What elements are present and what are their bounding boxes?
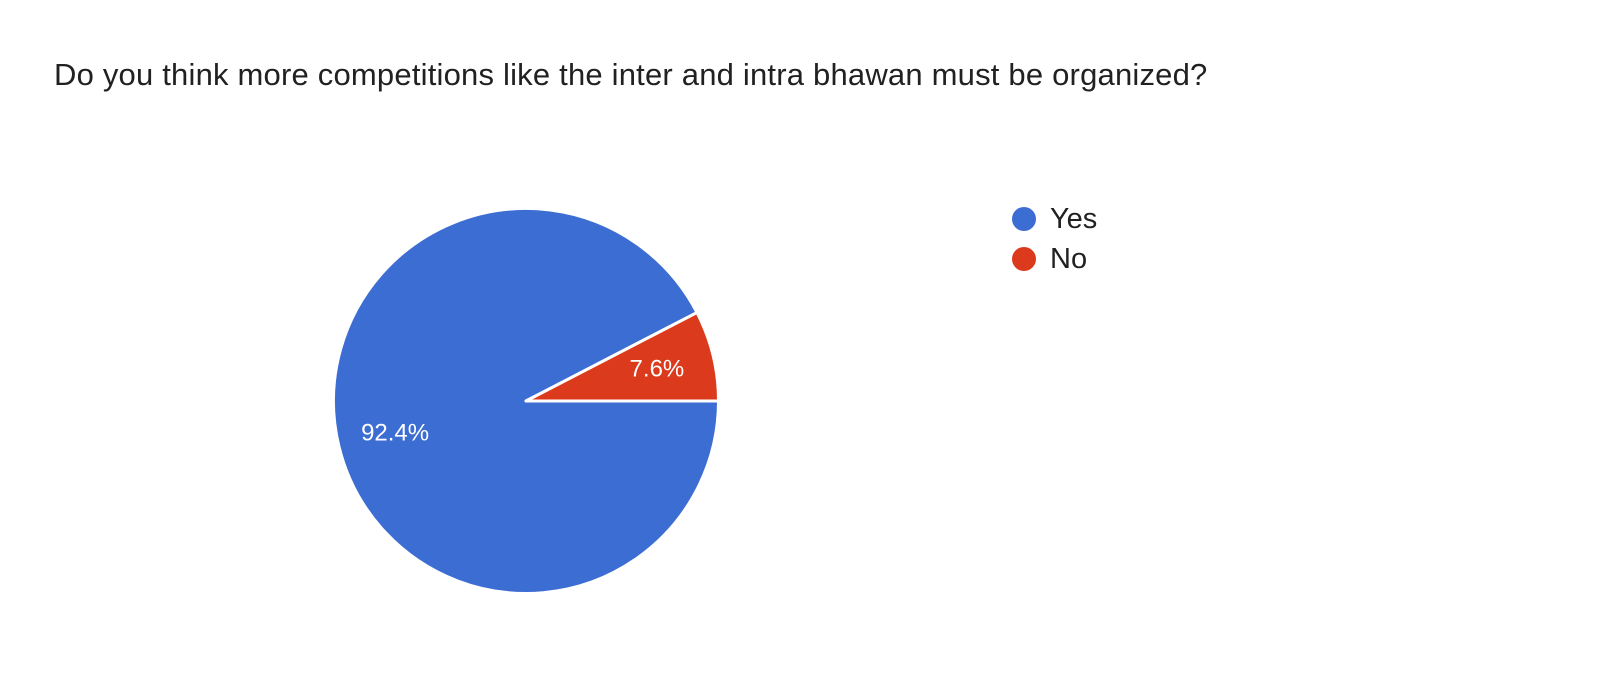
pie-slice-label-yes: 92.4% [361, 419, 429, 446]
pie-slice-label-no: 7.6% [630, 356, 685, 383]
legend-label: No [1050, 242, 1088, 275]
legend-item-yes: Yes [1012, 199, 1097, 239]
pie-slice-yes[interactable] [332, 207, 720, 595]
legend-label: Yes [1050, 202, 1098, 235]
chart-legend: Yes No [1012, 199, 1097, 279]
legend-item-no: No [1012, 239, 1097, 279]
legend-swatch-icon [1012, 207, 1036, 231]
pie-chart: 92.4% 7.6% [332, 207, 720, 595]
question-title: Do you think more competitions like the … [54, 57, 1208, 92]
legend-swatch-icon [1012, 247, 1036, 271]
pie-slice-no[interactable] [524, 311, 720, 403]
